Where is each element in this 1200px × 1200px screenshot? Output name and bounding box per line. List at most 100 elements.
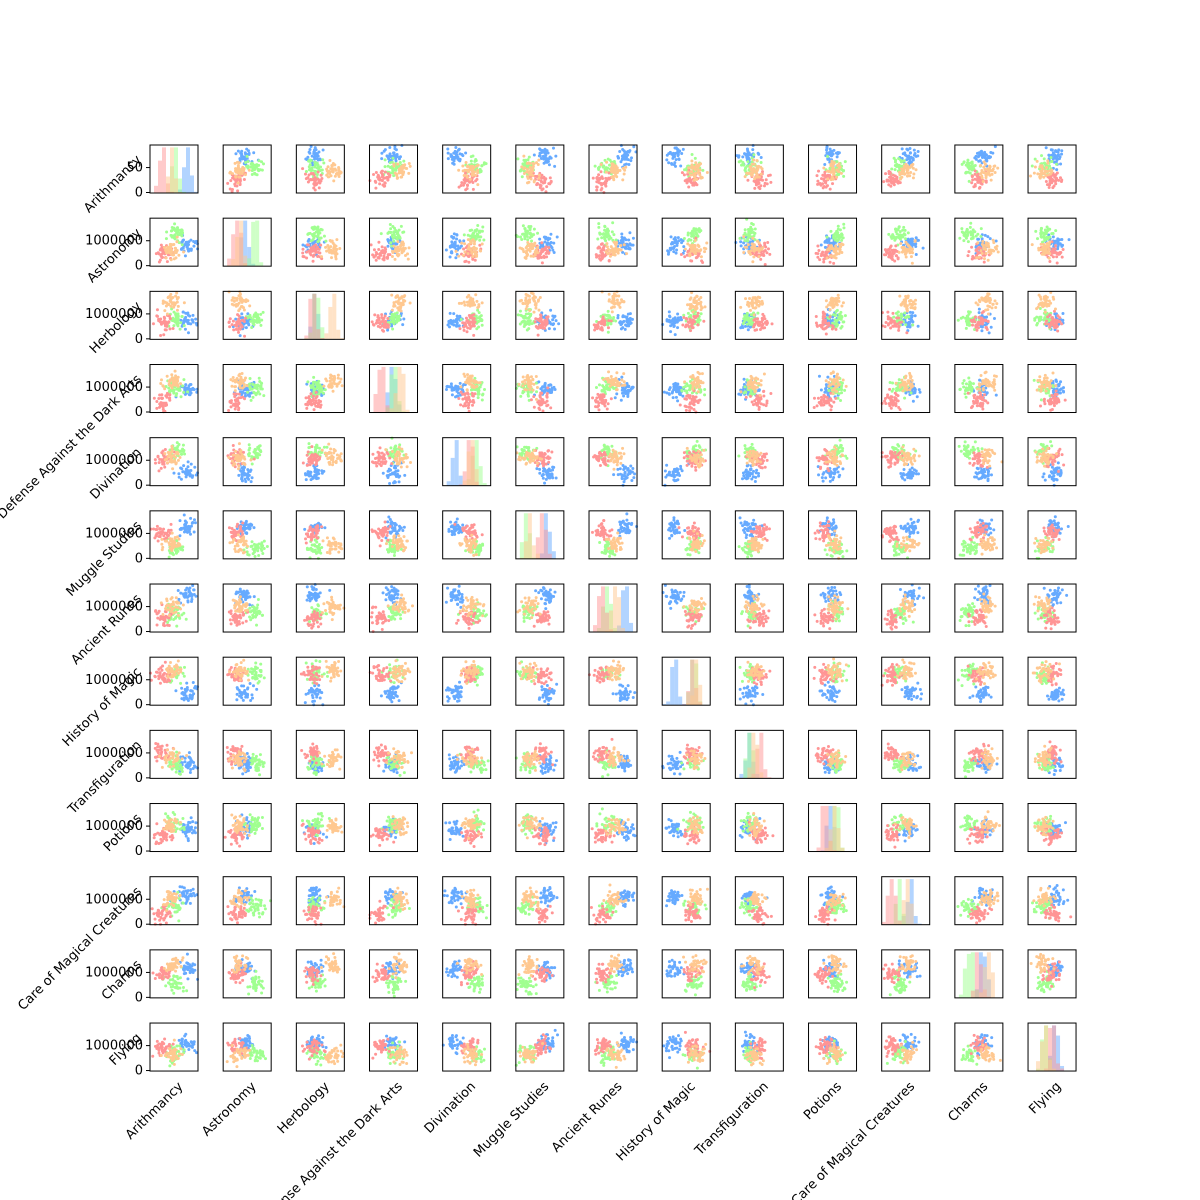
- scatter-point: [694, 161, 698, 165]
- scatter-point: [752, 255, 756, 259]
- scatter-point: [1047, 153, 1051, 157]
- scatter-point: [173, 246, 177, 250]
- scatter-point: [476, 320, 480, 324]
- scatter-point: [160, 255, 164, 259]
- scatter-point: [455, 237, 459, 241]
- scatter-point: [473, 173, 477, 177]
- scatter-point: [666, 249, 670, 253]
- scatter-point: [529, 177, 533, 181]
- scatter-point: [526, 158, 530, 162]
- scatter-point: [553, 164, 557, 168]
- scatter-point: [625, 315, 629, 319]
- scatter-point: [383, 170, 387, 174]
- panel-astronomy-vs-divination: [442, 217, 492, 267]
- scatter-point: [182, 301, 186, 305]
- scatter-point: [823, 170, 827, 174]
- scatter-point: [599, 188, 603, 192]
- scatter-point: [672, 324, 676, 328]
- scatter-point: [182, 324, 186, 328]
- scatter-point: [765, 182, 769, 186]
- scatter-point: [750, 302, 754, 306]
- scatter-point: [686, 233, 690, 237]
- scatter-point: [894, 244, 898, 248]
- scatter-point: [332, 247, 336, 251]
- histogram-bar: [186, 147, 190, 193]
- scatter-point: [472, 247, 476, 251]
- scatter-point: [619, 323, 623, 327]
- scatter-point: [374, 186, 378, 190]
- scatter-point: [388, 222, 392, 226]
- scatter-point: [759, 165, 763, 169]
- scatter-point: [606, 247, 610, 251]
- scatter-point: [325, 167, 329, 171]
- scatter-point: [691, 173, 695, 177]
- scatter-point: [388, 146, 392, 150]
- scatter-point: [520, 165, 524, 169]
- scatter-point: [696, 311, 700, 315]
- scatter-point: [309, 144, 313, 148]
- scatter-point: [522, 154, 526, 158]
- panel-astronomy-vs-transfiguration: [734, 217, 784, 267]
- scatter-point: [473, 258, 477, 262]
- histogram-bar: [255, 220, 260, 267]
- scatter-point: [1039, 242, 1043, 246]
- scatter-point: [689, 173, 693, 177]
- scatter-point: [1056, 153, 1060, 157]
- scatter-point: [476, 233, 480, 237]
- scatter-point: [887, 255, 891, 259]
- scatter-point: [470, 238, 474, 242]
- scatter-point: [332, 179, 336, 183]
- scatter-point: [831, 182, 835, 186]
- scatter-point: [766, 247, 770, 251]
- scatter-point: [690, 159, 694, 163]
- scatter-point: [911, 166, 915, 170]
- scatter-point: [766, 174, 770, 178]
- scatter-point: [614, 319, 618, 323]
- scatter-point: [318, 231, 322, 235]
- scatter-point: [319, 173, 323, 177]
- scatter-point: [842, 226, 846, 230]
- scatter-point: [383, 184, 387, 188]
- scatter-point: [621, 314, 625, 318]
- scatter-point: [382, 316, 386, 320]
- scatter-point: [183, 254, 187, 258]
- scatter-point: [238, 334, 242, 338]
- scatter-point: [232, 328, 236, 332]
- panel-arithmancy-vs-transfiguration: [734, 143, 784, 194]
- scatter-point: [244, 316, 248, 320]
- scatter-point: [598, 232, 602, 236]
- scatter-point: [232, 303, 236, 307]
- scatter-point: [523, 234, 527, 238]
- scatter-point: [234, 317, 238, 321]
- scatter-point: [987, 171, 991, 175]
- scatter-point: [482, 161, 486, 165]
- scatter-point: [338, 247, 342, 250]
- scatter-point: [596, 237, 600, 241]
- scatter-point: [627, 162, 631, 166]
- scatter-point: [159, 243, 163, 247]
- scatter-point: [394, 247, 398, 251]
- histogram-bar: [231, 259, 236, 267]
- scatter-point: [383, 181, 387, 185]
- scatter-point: [969, 164, 973, 168]
- axes-frame: [149, 144, 199, 194]
- scatter-point: [681, 323, 685, 327]
- scatter-point: [253, 166, 257, 170]
- scatter-point: [757, 249, 761, 253]
- scatter-point: [755, 169, 759, 173]
- scatter-point: [261, 310, 265, 314]
- scatter-point: [176, 228, 180, 232]
- scatter-point: [1036, 237, 1040, 241]
- scatter-point: [1061, 247, 1065, 251]
- scatter-point: [546, 238, 550, 242]
- scatter-point: [383, 165, 387, 169]
- scatter-point: [686, 311, 690, 315]
- scatter-point: [610, 310, 614, 314]
- scatter-point: [252, 313, 256, 317]
- scatter-point: [759, 257, 763, 261]
- scatter-point: [392, 239, 396, 243]
- scatter-point: [311, 178, 315, 181]
- scatter-point: [541, 187, 545, 191]
- scatter-point: [306, 176, 310, 180]
- scatter-point: [670, 162, 674, 166]
